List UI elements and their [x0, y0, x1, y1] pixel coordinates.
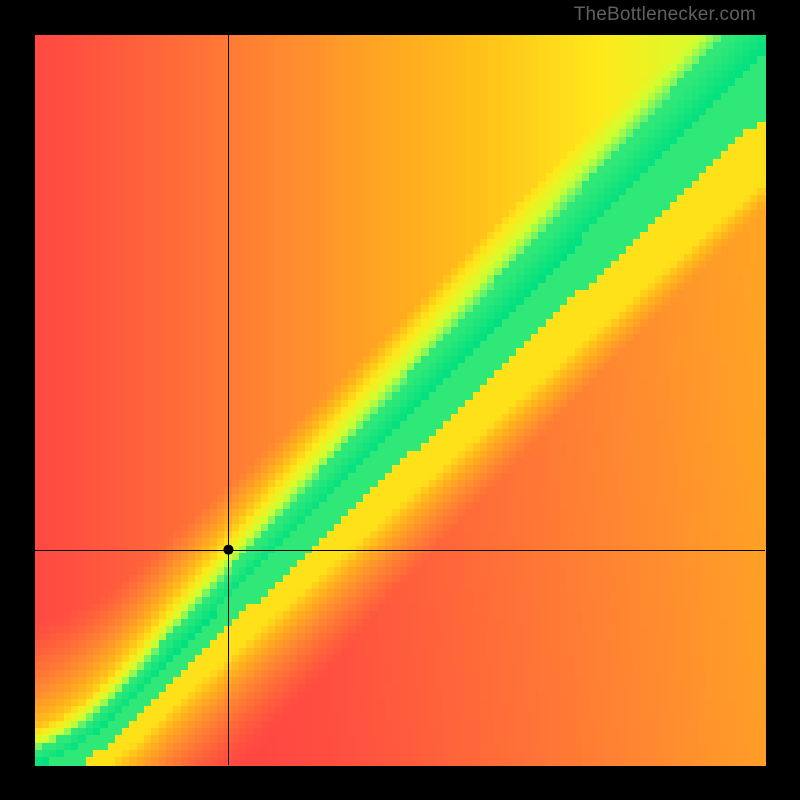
bottleneck-heatmap — [0, 0, 800, 800]
watermark-text: TheBottlenecker.com — [574, 4, 756, 26]
